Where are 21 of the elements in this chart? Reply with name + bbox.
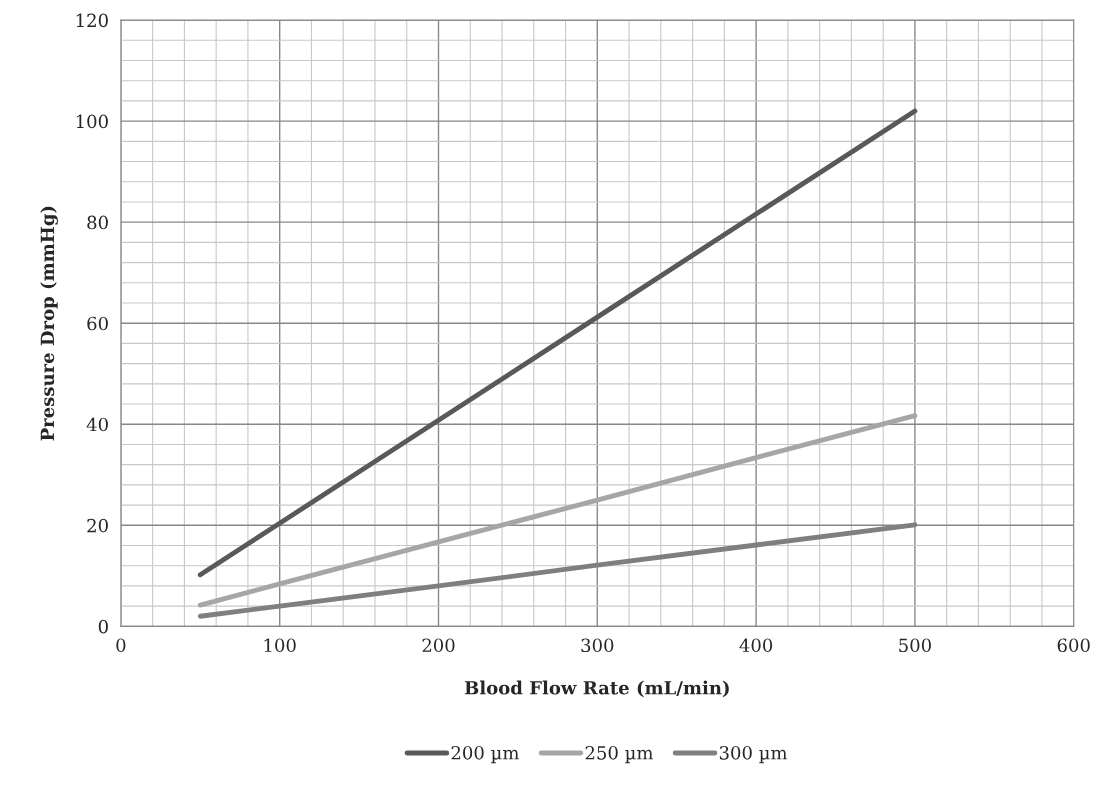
y-tick-label: 20 [87, 518, 108, 533]
legend-label: 200 µm [451, 745, 519, 764]
legend-label: 250 µm [585, 745, 654, 764]
y-axis-title: Pressure Drop (mmHg) [40, 206, 58, 441]
line-series [197, 108, 918, 578]
x-tick-label: 600 [1057, 638, 1090, 653]
x-tick-label: 100 [264, 638, 296, 653]
x-tick-label: 200 [422, 638, 455, 653]
line-series [197, 413, 918, 608]
y-tick-label: 60 [87, 316, 108, 331]
x-tick-label: 300 [581, 638, 614, 653]
y-tick-label: 0 [98, 619, 108, 634]
y-tick-label: 120 [76, 13, 108, 28]
x-tick-label: 0 [116, 638, 126, 653]
y-tick-label: 40 [86, 417, 108, 432]
y-tick-label: 100 [76, 114, 108, 129]
x-tick-label: 400 [739, 638, 773, 653]
legend-label: 300 µm [719, 745, 788, 764]
x-tick-label: 500 [899, 638, 931, 653]
y-tick-label: 80 [87, 215, 108, 230]
x-axis-title: Blood Flow Rate (mL/min) [464, 680, 729, 698]
